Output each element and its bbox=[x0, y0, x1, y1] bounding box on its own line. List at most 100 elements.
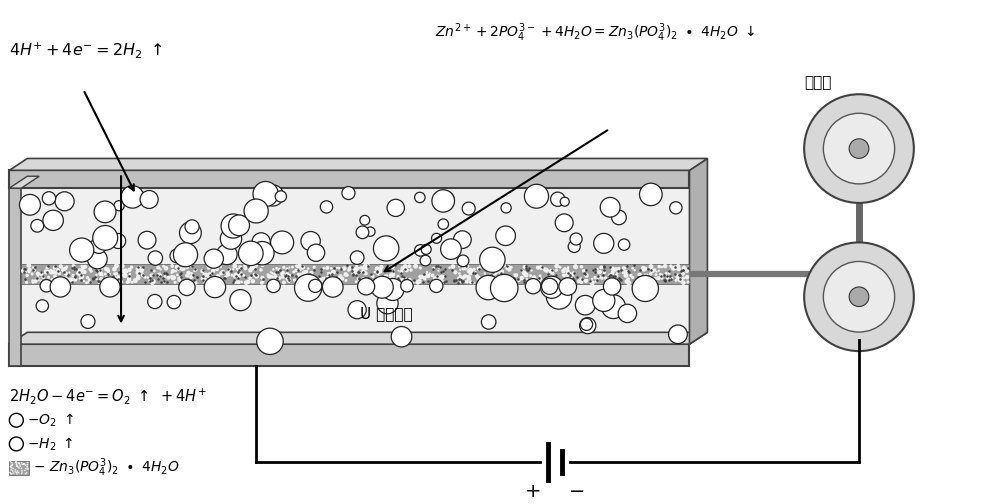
Circle shape bbox=[278, 277, 281, 280]
Circle shape bbox=[138, 231, 156, 249]
Circle shape bbox=[224, 275, 227, 278]
Circle shape bbox=[542, 278, 558, 294]
Circle shape bbox=[95, 265, 100, 270]
Circle shape bbox=[533, 276, 536, 279]
Circle shape bbox=[173, 243, 198, 267]
Circle shape bbox=[600, 271, 602, 273]
Circle shape bbox=[97, 264, 100, 267]
Circle shape bbox=[327, 272, 330, 275]
Circle shape bbox=[14, 469, 16, 471]
Circle shape bbox=[26, 466, 28, 468]
Circle shape bbox=[348, 266, 351, 269]
Text: $Zn^{2+}+2PO_{4}^{3-}+4H_{2}O=Zn_{3}(PO_{4}^{3})_{2}\ \bullet\ 4H_{2}O\ \downarr: $Zn^{2+}+2PO_{4}^{3-}+4H_{2}O=Zn_{3}(PO_… bbox=[435, 22, 755, 44]
Circle shape bbox=[465, 264, 469, 268]
Circle shape bbox=[99, 271, 102, 274]
Circle shape bbox=[521, 269, 524, 273]
Circle shape bbox=[364, 267, 367, 269]
Circle shape bbox=[137, 266, 141, 271]
Circle shape bbox=[171, 277, 175, 280]
Circle shape bbox=[382, 277, 385, 280]
Circle shape bbox=[175, 281, 177, 283]
Circle shape bbox=[367, 280, 370, 282]
Circle shape bbox=[279, 276, 281, 278]
Circle shape bbox=[136, 268, 138, 271]
Circle shape bbox=[499, 273, 504, 278]
Circle shape bbox=[65, 266, 68, 268]
Circle shape bbox=[267, 274, 272, 279]
Circle shape bbox=[409, 268, 413, 272]
Circle shape bbox=[637, 273, 642, 277]
Circle shape bbox=[438, 219, 449, 229]
Circle shape bbox=[593, 289, 615, 311]
Circle shape bbox=[660, 277, 663, 280]
Circle shape bbox=[248, 276, 252, 280]
Circle shape bbox=[326, 276, 330, 279]
Circle shape bbox=[360, 278, 364, 282]
Circle shape bbox=[463, 274, 467, 278]
Circle shape bbox=[505, 276, 509, 280]
Circle shape bbox=[378, 270, 382, 274]
Circle shape bbox=[207, 266, 211, 270]
Circle shape bbox=[618, 239, 630, 250]
Circle shape bbox=[393, 270, 395, 272]
Circle shape bbox=[72, 268, 75, 271]
Circle shape bbox=[571, 276, 575, 281]
Circle shape bbox=[262, 185, 284, 206]
Circle shape bbox=[849, 139, 869, 158]
Polygon shape bbox=[9, 176, 39, 188]
Circle shape bbox=[297, 264, 302, 268]
Circle shape bbox=[215, 279, 219, 283]
Circle shape bbox=[631, 267, 634, 270]
Circle shape bbox=[415, 192, 425, 203]
Text: −: − bbox=[569, 482, 585, 501]
Circle shape bbox=[510, 266, 513, 269]
Circle shape bbox=[32, 266, 34, 269]
Circle shape bbox=[644, 274, 647, 276]
Circle shape bbox=[667, 272, 670, 275]
Circle shape bbox=[239, 271, 242, 275]
Circle shape bbox=[230, 290, 251, 310]
Circle shape bbox=[57, 272, 61, 275]
Circle shape bbox=[377, 275, 381, 279]
Circle shape bbox=[25, 468, 26, 469]
Circle shape bbox=[437, 192, 454, 208]
Circle shape bbox=[614, 270, 616, 272]
Circle shape bbox=[475, 271, 477, 273]
Circle shape bbox=[643, 268, 647, 271]
Circle shape bbox=[310, 271, 314, 275]
Circle shape bbox=[86, 276, 89, 279]
Circle shape bbox=[498, 270, 502, 274]
Circle shape bbox=[643, 276, 645, 279]
Circle shape bbox=[300, 280, 304, 284]
Circle shape bbox=[325, 267, 328, 270]
Circle shape bbox=[208, 278, 211, 281]
Circle shape bbox=[287, 279, 290, 283]
Circle shape bbox=[580, 266, 582, 268]
Circle shape bbox=[495, 270, 498, 273]
Circle shape bbox=[353, 267, 357, 272]
Circle shape bbox=[357, 267, 360, 270]
Circle shape bbox=[106, 281, 109, 284]
Circle shape bbox=[390, 265, 395, 269]
Circle shape bbox=[420, 255, 431, 266]
Circle shape bbox=[542, 267, 544, 269]
Circle shape bbox=[41, 275, 45, 279]
Circle shape bbox=[500, 267, 503, 269]
Circle shape bbox=[69, 277, 74, 282]
Circle shape bbox=[649, 272, 653, 276]
Circle shape bbox=[61, 276, 64, 279]
Circle shape bbox=[641, 281, 645, 284]
Circle shape bbox=[363, 270, 366, 273]
Circle shape bbox=[363, 265, 367, 270]
Circle shape bbox=[58, 269, 60, 272]
Circle shape bbox=[26, 472, 27, 474]
Circle shape bbox=[543, 267, 548, 272]
Circle shape bbox=[176, 274, 179, 276]
Circle shape bbox=[643, 266, 646, 269]
Circle shape bbox=[627, 278, 630, 281]
Circle shape bbox=[642, 267, 646, 272]
Circle shape bbox=[116, 277, 119, 280]
Circle shape bbox=[83, 265, 87, 269]
Circle shape bbox=[424, 273, 428, 276]
Circle shape bbox=[354, 269, 358, 272]
